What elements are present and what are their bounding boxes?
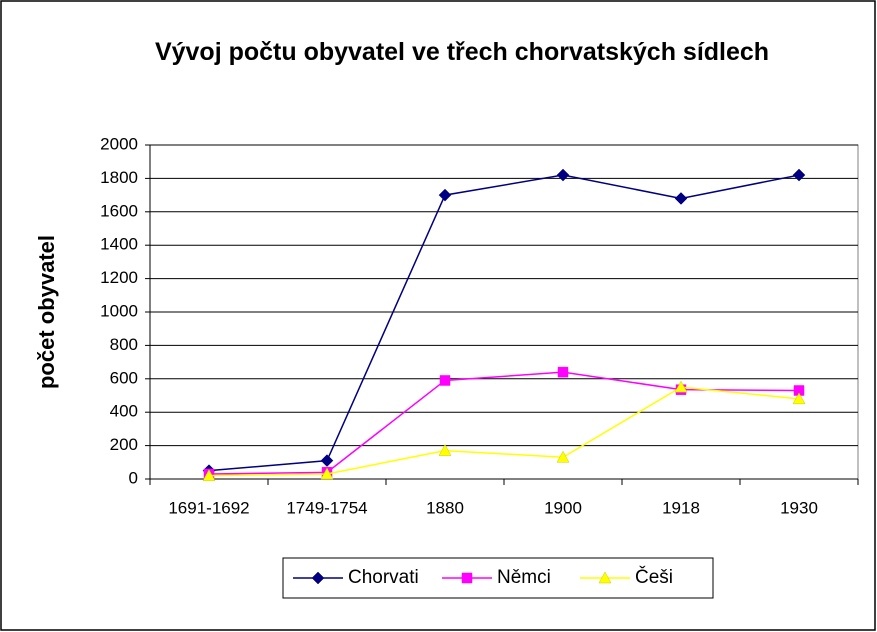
marker xyxy=(674,192,688,205)
y-tick-label: 1200 xyxy=(100,268,138,287)
marker xyxy=(320,467,334,480)
marker xyxy=(557,366,569,378)
y-tick-label: 400 xyxy=(110,402,138,421)
y-tick-label: 1800 xyxy=(100,168,138,187)
x-tick-label: 1749-1754 xyxy=(286,498,367,517)
marker xyxy=(311,571,325,585)
marker xyxy=(438,444,452,456)
y-axis-label: počet obyvatel xyxy=(34,235,59,389)
x-tick-label: 1691-1692 xyxy=(168,498,249,517)
x-tick-label: 1930 xyxy=(780,498,818,517)
legend-label: Češi xyxy=(635,566,673,588)
marker xyxy=(674,380,688,393)
y-tick-label: 0 xyxy=(129,468,138,487)
marker xyxy=(438,188,452,202)
series-line xyxy=(208,386,800,477)
legend-label: Chorvati xyxy=(348,567,419,588)
marker xyxy=(320,454,334,467)
chart-title: Vývoj počtu obyvatel ve třech chorvatský… xyxy=(154,38,770,66)
marker xyxy=(793,385,805,396)
y-tick-label: 600 xyxy=(110,368,138,387)
marker xyxy=(598,571,612,584)
y-tick-label: 200 xyxy=(110,435,138,454)
legend-label: Němci xyxy=(497,567,551,588)
y-tick-label: 1000 xyxy=(100,301,138,320)
y-tick-label: 2000 xyxy=(100,134,138,153)
legend-box xyxy=(282,557,714,599)
marker xyxy=(461,572,473,584)
x-tick-label: 1918 xyxy=(662,498,700,517)
marker xyxy=(439,375,451,386)
marker xyxy=(202,469,216,481)
y-tick-label: 1400 xyxy=(100,235,138,254)
series-line xyxy=(208,174,800,472)
marker xyxy=(556,450,570,463)
x-tick-label: 1880 xyxy=(426,498,464,517)
x-tick-label: 1900 xyxy=(544,498,582,517)
y-tick-label: 1600 xyxy=(100,201,138,220)
marker xyxy=(556,168,570,182)
marker xyxy=(792,392,806,405)
y-tick-label: 800 xyxy=(110,335,138,354)
marker xyxy=(792,168,806,182)
